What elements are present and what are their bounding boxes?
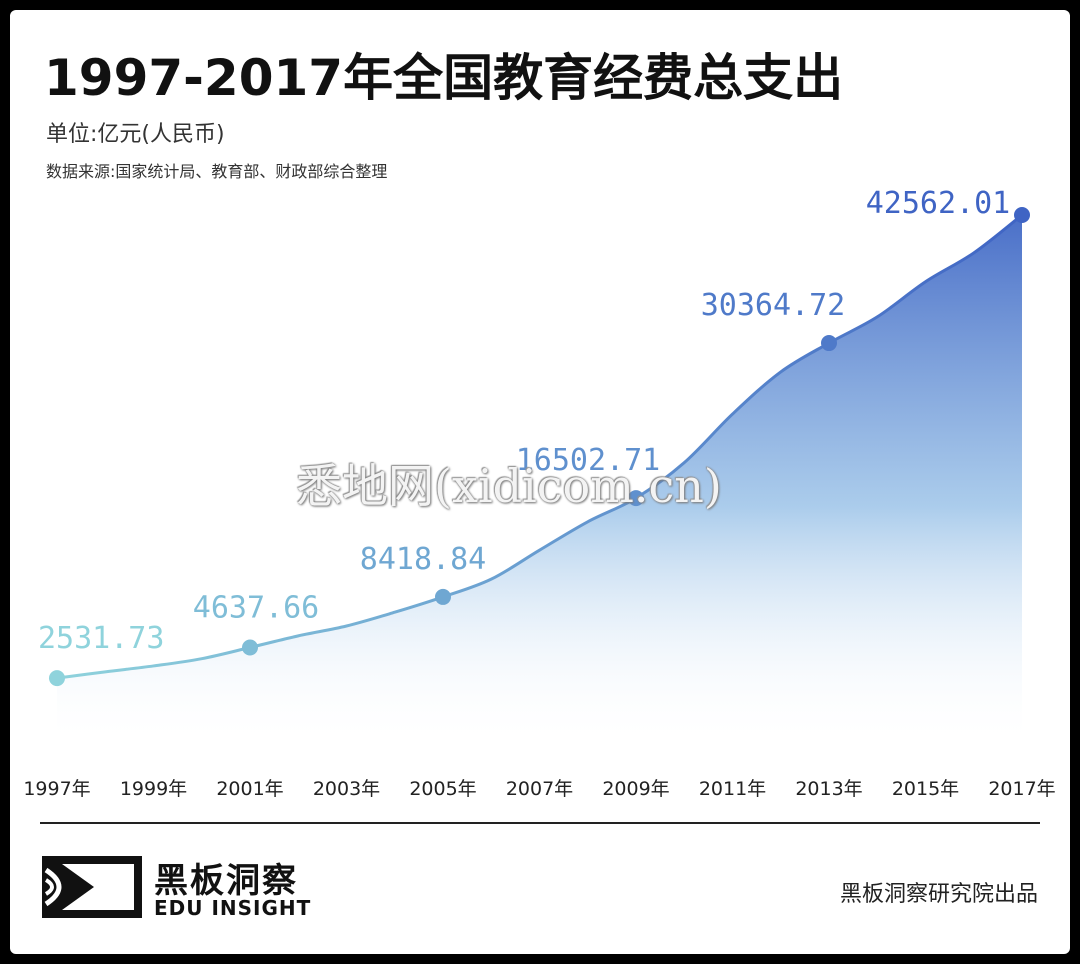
data-label: 2531.73 <box>38 621 164 656</box>
x-tick-label: 2009年 <box>602 778 669 800</box>
x-axis-ticks: 1997年 1999年 2001年 2003年 2005年 2007年 2009年 2011年… <box>23 778 1055 800</box>
data-point <box>628 490 644 507</box>
series-line <box>56 213 1023 680</box>
logo-name-en: EDU INSIGHT <box>154 896 312 920</box>
footer-divider <box>40 822 1040 824</box>
x-tick-label: 1999年 <box>120 778 187 800</box>
data-point <box>1014 207 1030 223</box>
data-point <box>242 639 258 656</box>
x-tick-label: 1997年 <box>23 778 90 800</box>
data-label: 16502.71 <box>516 443 661 478</box>
x-tick-label: 2005年 <box>409 778 476 800</box>
x-tick-label: 2011年 <box>699 778 766 800</box>
data-label: 8418.84 <box>360 542 486 577</box>
data-label: 30364.72 <box>701 288 846 323</box>
unit-label: 单位:亿元(人民币) <box>46 122 225 147</box>
x-tick-label: 2015年 <box>892 778 959 800</box>
data-point <box>435 588 451 605</box>
data-label: 42562.01 <box>866 186 1011 221</box>
area-layer <box>57 215 1022 745</box>
x-tick-label: 2013年 <box>795 778 862 800</box>
area-fill <box>57 215 1022 745</box>
source-label: 数据来源:国家统计局、教育部、财政部综合整理 <box>46 162 388 181</box>
x-tick-label: 2017年 <box>988 778 1055 800</box>
edu-insight-logo-icon <box>42 856 142 918</box>
x-tick-label: 2007年 <box>506 778 573 800</box>
line-layer <box>56 213 1023 680</box>
credit-text: 黑板洞察研究院出品 <box>839 882 1038 907</box>
area-chart: 2531.73 4637.66 8418.84 16502.71 30364.72 425… <box>23 186 1055 800</box>
watermark-text: 悉地网(xidicom.cn) <box>296 459 722 513</box>
x-tick-label: 2003年 <box>313 778 380 800</box>
data-label-layer: 2531.73 4637.66 8418.84 16502.71 30364.72 425… <box>38 186 1010 656</box>
data-point <box>49 670 65 687</box>
x-tick-label: 2001年 <box>216 778 283 800</box>
data-label: 4637.66 <box>193 591 319 626</box>
data-point <box>821 335 837 352</box>
point-layer <box>49 207 1030 687</box>
page-title: 1997-2017年全国教育经费总支出 <box>44 49 844 107</box>
logo-name-cn: 黑板洞察 <box>154 861 298 901</box>
infographic-card: 1997-2017年全国教育经费总支出 单位:亿元(人民币) 数据来源:国家统计… <box>10 10 1070 954</box>
